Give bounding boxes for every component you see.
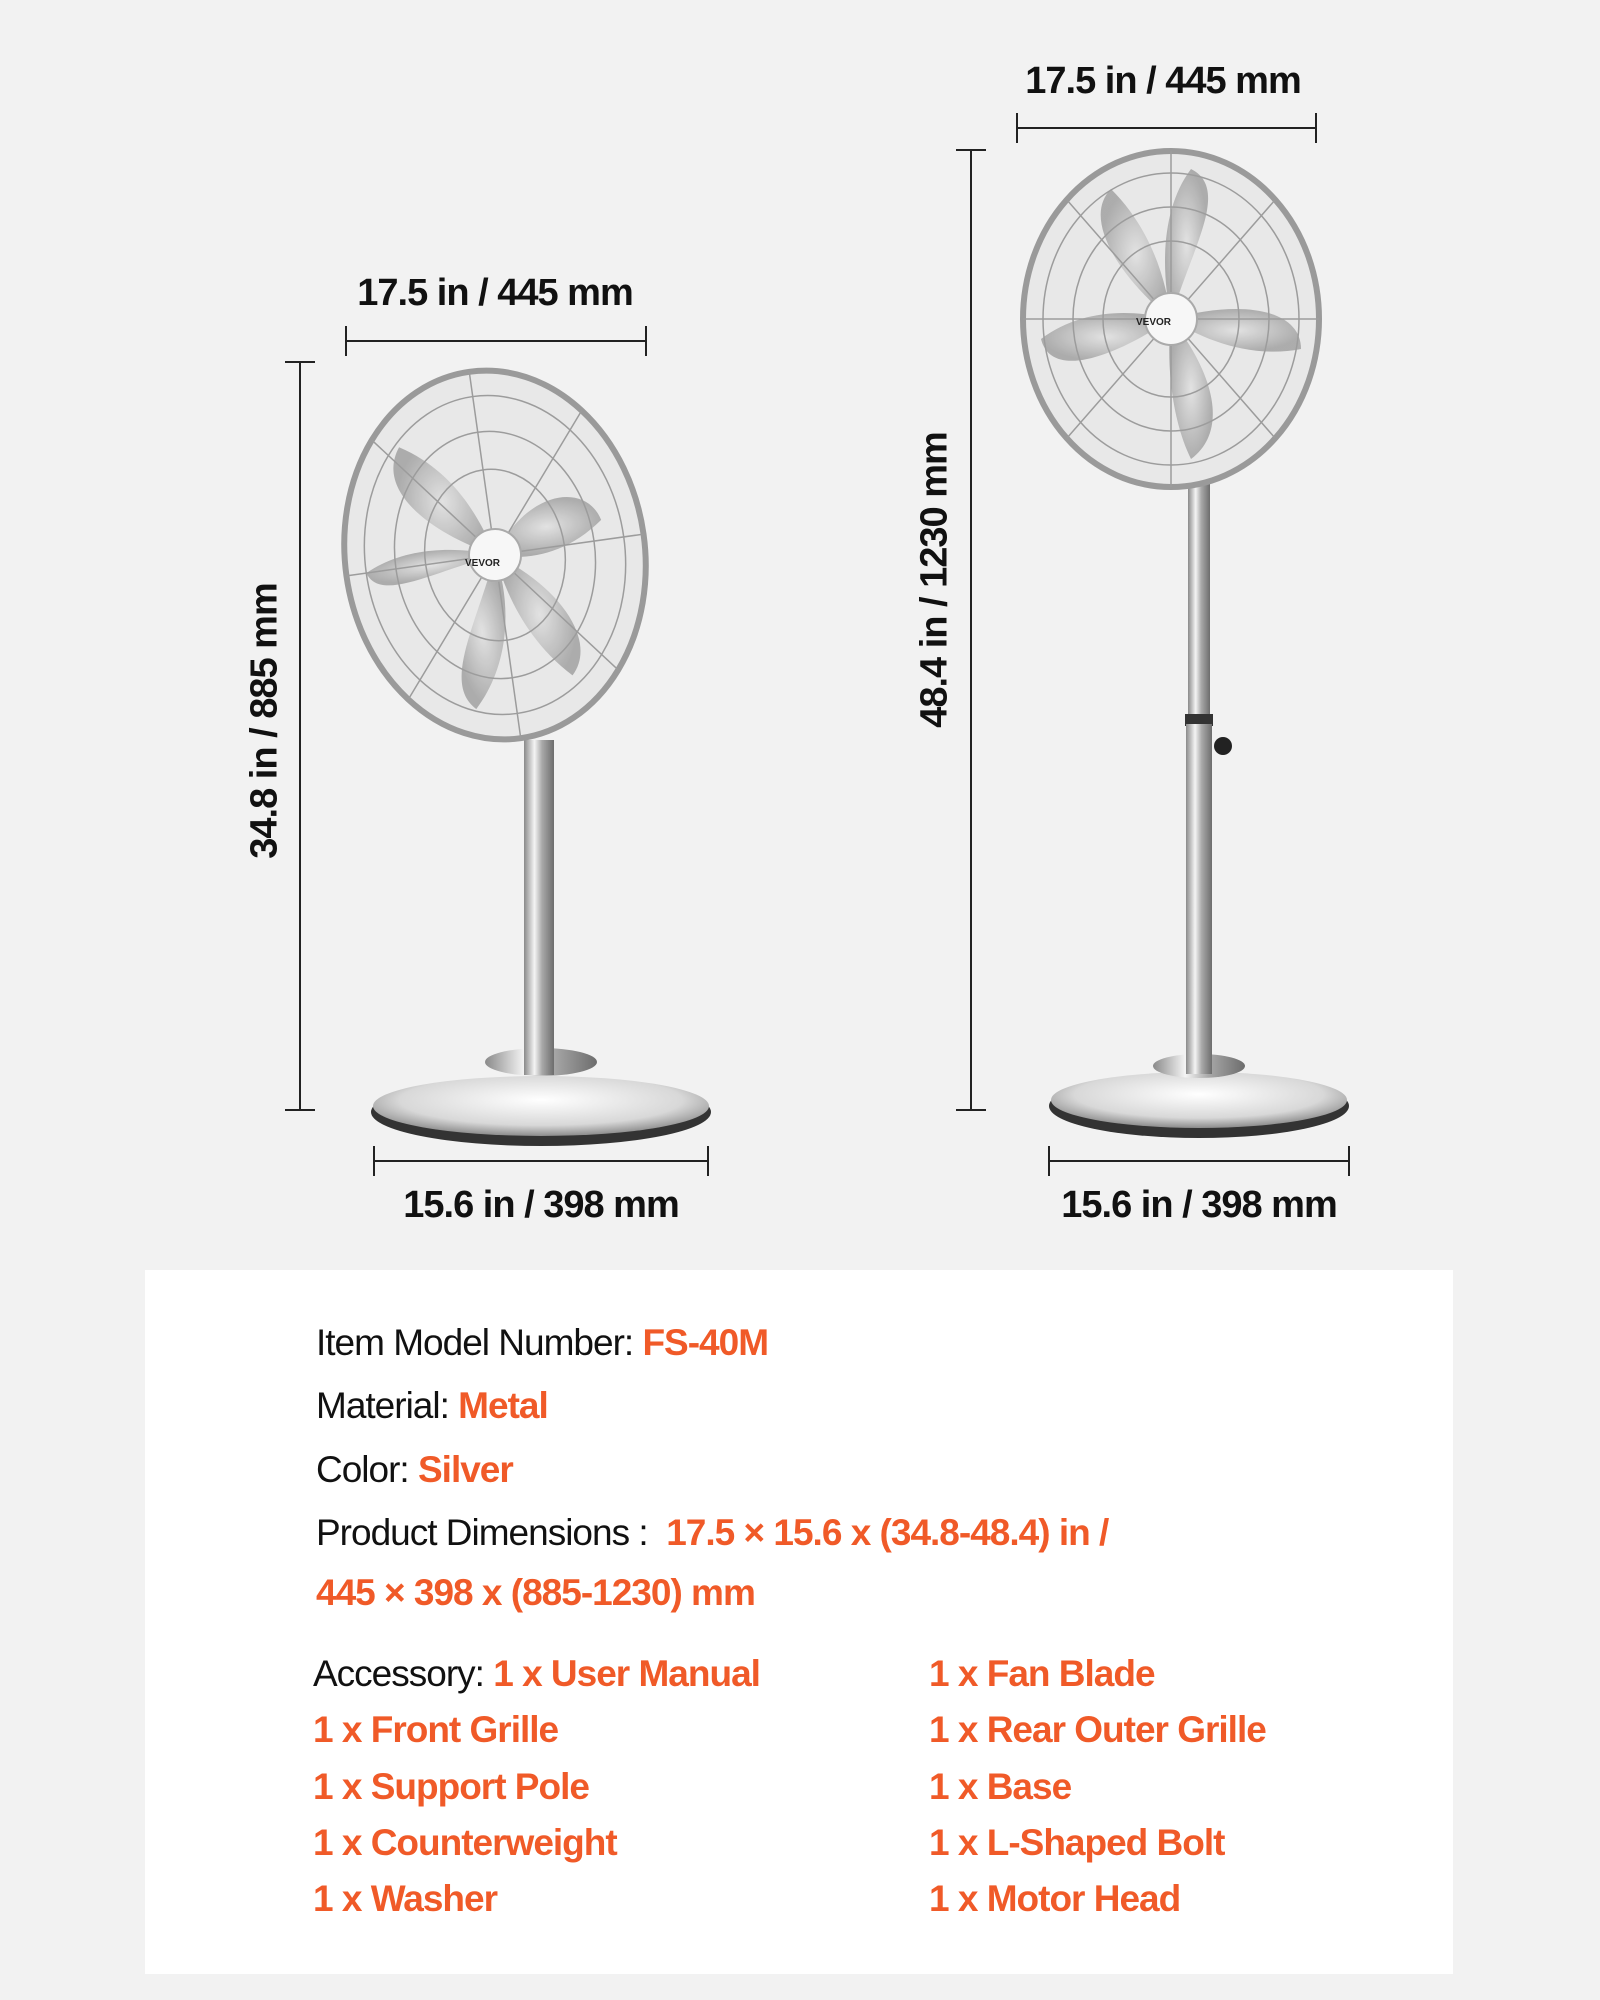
model-label: Item Model Number: [316,1322,634,1363]
left-width-label: 17.5 in / 445 mm [357,272,633,314]
accessory-item: 1 x Washer [313,1878,498,1919]
accessory-item: 1 x Base [929,1766,1072,1807]
accessory-item: 1 x Support Pole [313,1766,590,1807]
vevor-logo: VEVOR [1136,317,1172,328]
right-base-label: 15.6 in / 398 mm [1061,1184,1337,1226]
dimensions-label: Product Dimensions : [316,1512,649,1553]
model-value: FS-40M [642,1322,769,1363]
right-fan-tall: VEVOR [1020,148,1349,1138]
dimensions-row: Product Dimensions : 17.5 × 15.6 x (34.8… [316,1512,1109,1554]
left-height-label: 34.8 in / 885 mm [243,583,286,859]
accessory-item: 1 x Counterweight [313,1822,618,1863]
color-value: Silver [417,1449,514,1490]
material-value: Metal [458,1385,549,1426]
color-label: Color: [316,1449,410,1490]
dimension-lines [285,113,1350,1176]
left-fan-short: VEVOR [341,367,711,1146]
dimensions-row-mm: 445 × 398 x (885-1230) mm [316,1572,756,1614]
dimensions-value-mm: 445 × 398 x (885-1230) mm [316,1572,756,1613]
product-illustration: VEVOR VEVOR [285,113,1350,1176]
material-label: Material: [316,1385,450,1426]
spec-panel: Item Model Number: FS-40M Material: Meta… [145,1270,1453,1974]
left-base-label: 15.6 in / 398 mm [403,1184,679,1226]
accessory-label: Accessory: [313,1653,485,1694]
accessory-row: Accessory: 1 x User Manual [313,1653,761,1695]
material-row: Material: Metal [316,1385,549,1427]
right-height-label: 48.4 in / 1230 mm [913,432,956,728]
color-row: Color: Silver [316,1449,514,1491]
accessory-item: 1 x Fan Blade [929,1653,1156,1694]
dimensions-value-in: 17.5 × 15.6 x (34.8-48.4) in / [666,1512,1109,1553]
accessory-item: 1 x Motor Head [929,1878,1181,1919]
right-width-label: 17.5 in / 445 mm [1025,60,1301,102]
vevor-logo: VEVOR [465,558,501,569]
accessory-item: 1 x Front Grille [313,1709,559,1750]
accessory-item: 1 x Rear Outer Grille [929,1709,1267,1750]
model-number-row: Item Model Number: FS-40M [316,1322,769,1364]
accessory-item: 1 x User Manual [493,1653,761,1694]
accessory-item: 1 x L-Shaped Bolt [929,1822,1225,1863]
